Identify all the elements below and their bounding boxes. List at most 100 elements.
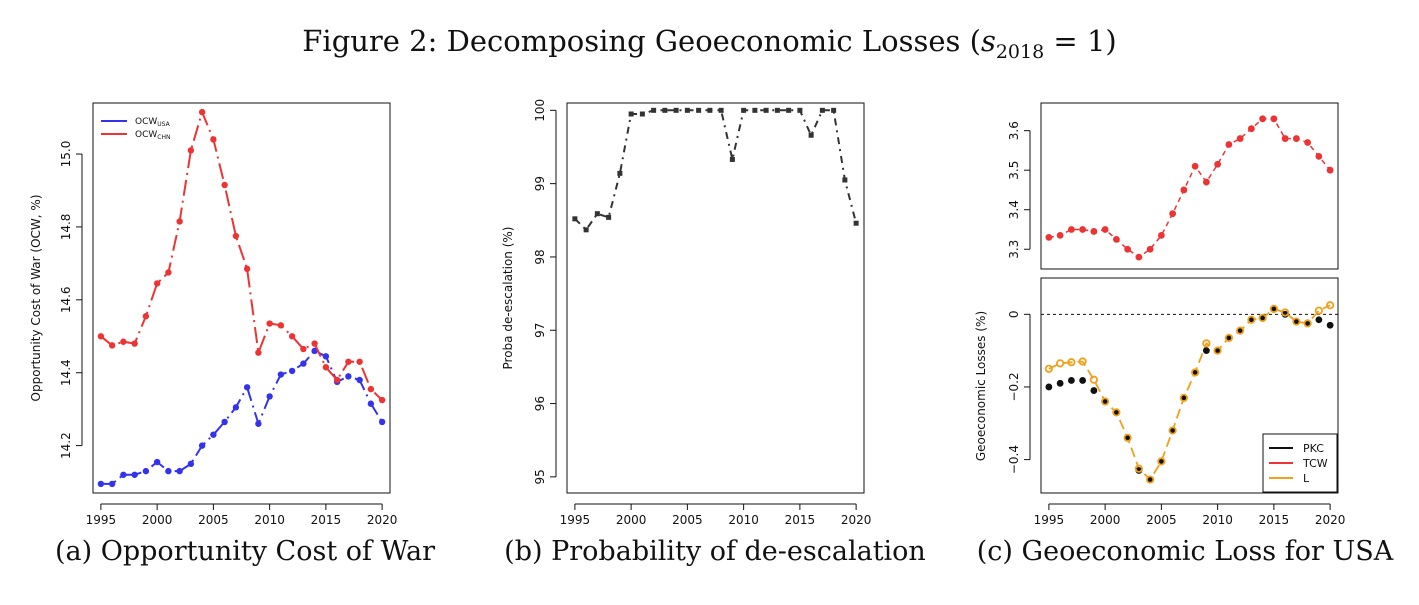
data-point-ocw-chn [221,181,228,189]
data-point-tcw [1169,210,1177,218]
data-point-ocw-chn [198,108,206,116]
data-point-proba [572,216,578,222]
data-point-proba [639,111,645,117]
data-point-tcw [1304,139,1312,146]
data-point-tcw [1281,135,1289,142]
y-tick-label-b: 95 [533,469,547,484]
data-point-proba [752,107,758,113]
legend-label-l: L [1303,472,1310,485]
data-point-ocw-chn [277,322,285,329]
data-point-l [1112,408,1121,417]
data-point-proba [628,111,634,117]
data-point-tcw [1236,135,1244,142]
plot-frame-c-top [1040,102,1339,270]
x-tick-label-c_bottom: 2020 [1315,513,1346,527]
data-point-ocw-usa [142,467,150,475]
data-point-ocw-usa [131,471,138,478]
data-point-ocw-usa [153,458,161,466]
data-point-tcw [1135,253,1143,261]
data-point-ocw-chn [266,320,273,327]
data-point-tcw [1090,228,1098,235]
data-point-ocw-usa [322,353,330,360]
figure-title-tail: = 1) [1044,24,1117,58]
data-point-tcw [1191,162,1199,170]
x-tick-label-a: 2015 [311,513,342,527]
data-point-tcw [1112,235,1120,243]
data-point-ocw-chn [300,345,307,353]
figure-title: Figure 2: Decomposing Geoeconomic Losses… [0,24,1419,63]
data-point-pkc [1304,319,1312,327]
data-point-l [1146,475,1155,484]
data-point-l [1258,313,1267,323]
data-point-pkc [1169,427,1177,434]
data-point-proba [617,170,623,176]
data-point-l [1314,306,1323,315]
data-point-tcw [1259,115,1267,123]
x-tick-label-c_bottom: 2015 [1259,513,1290,527]
data-point-ocw-chn [367,385,375,393]
x-tick-label-b: 2020 [841,513,872,527]
data-point-pkc [1124,434,1132,442]
data-point-pkc [1090,387,1098,394]
caption-c: (c) Geoeconomic Loss for USA [976,536,1394,567]
x-tick-label-c_bottom: 2010 [1202,513,1233,527]
data-point-proba [606,214,612,220]
data-point-ocw-usa [288,367,296,375]
data-point-ocw-usa [120,471,127,478]
data-point-pkc [1259,314,1267,322]
x-tick-label-c_bottom: 2000 [1090,513,1121,527]
data-point-pkc [1270,305,1278,313]
data-point-proba [684,107,690,113]
data-point-pkc [1236,327,1244,335]
data-point-ocw-usa [165,467,172,475]
data-point-ocw-chn [311,340,318,347]
data-point-proba [853,220,859,226]
data-point-tcw [1101,226,1109,233]
data-point-ocw-chn [153,280,161,287]
data-point-pkc [1112,408,1120,416]
data-point-pkc [1045,383,1053,391]
data-point-proba [819,107,825,113]
data-point-l [1157,457,1166,466]
data-point-pkc [1315,316,1323,324]
data-point-tcw [1067,226,1075,233]
y-tick-label-b: 100 [533,99,547,122]
data-point-l [1202,339,1211,348]
data-point-proba [729,156,735,162]
data-point-ocw-chn [176,218,183,225]
data-point-l [1213,346,1222,355]
data-point-tcw [1202,178,1210,186]
figure-title-lead: Figure 2: Decomposing Geoeconomic Losses… [302,24,981,58]
data-point-l [1281,308,1290,317]
data-point-ocw-chn [187,147,195,154]
data-point-l [1134,464,1143,473]
data-point-pkc [1202,347,1210,355]
data-point-ocw-usa [243,384,251,391]
y-tick-label-a: 14.8 [59,214,73,241]
data-point-l [1089,375,1098,384]
x-tick-label-c_bottom: 1995 [1034,513,1065,527]
data-point-l [1247,315,1256,324]
legend-label-usa: OCWUSA [135,117,171,128]
data-point-tcw [1045,233,1053,241]
data-point-proba [707,107,713,113]
data-point-ocw-usa [232,404,240,411]
data-point-l [1326,301,1335,310]
data-point-ocw-usa [345,373,352,380]
x-tick-label-a: 2020 [367,513,398,527]
y-tick-label-b: 98 [533,249,547,264]
data-point-proba [831,107,837,113]
data-point-ocw-chn [108,342,116,349]
data-point-l [1044,364,1053,373]
data-point-pkc [1292,318,1300,325]
caption-b: (b) Probability of de-escalation [504,536,926,567]
y-tick-label-c_top: 3.5 [1007,161,1021,180]
data-point-l [1224,333,1233,343]
data-point-tcw [1214,160,1222,168]
data-point-proba [774,107,780,113]
data-point-proba [651,107,657,113]
y-tick-label-a: 14.2 [59,432,73,459]
data-point-ocw-chn [120,338,127,345]
plot-frame-a [92,102,391,494]
